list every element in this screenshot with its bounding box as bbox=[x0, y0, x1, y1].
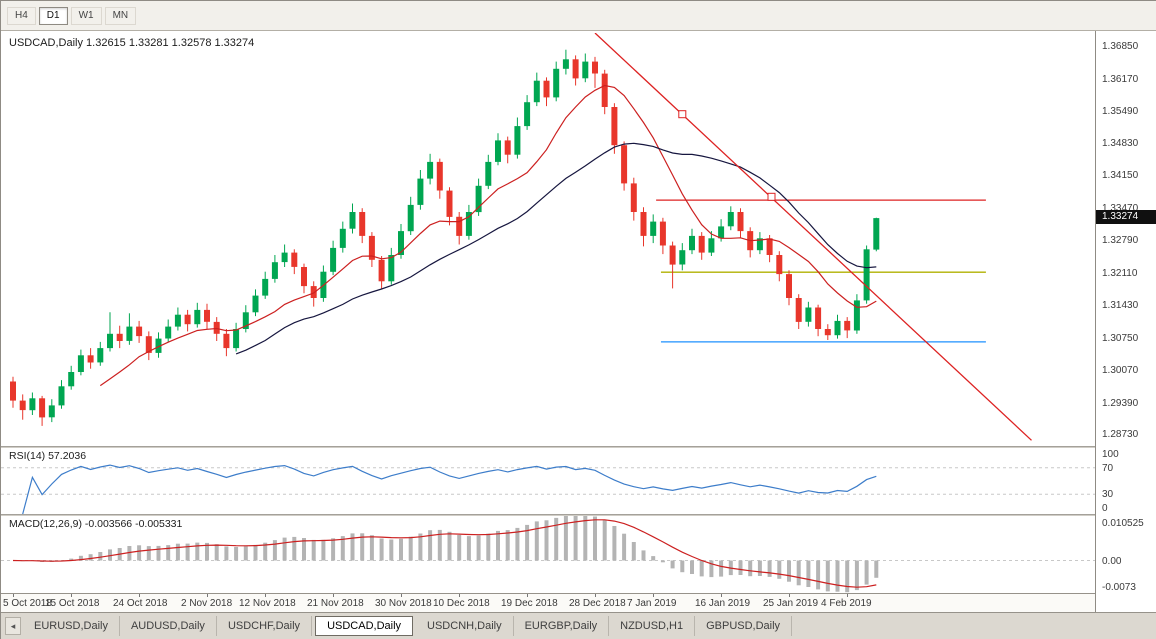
date-axis-label: 2 Nov 2018 bbox=[181, 598, 233, 609]
rsi-axis-label: 0 bbox=[1102, 503, 1108, 514]
macd-axis-label: -0.0073 bbox=[1102, 582, 1136, 593]
price-axis-label: 1.32110 bbox=[1102, 268, 1138, 279]
date-axis-label: 5 Oct 2018 bbox=[3, 598, 52, 609]
chart-symbol-label: USDCAD,Daily bbox=[9, 37, 83, 49]
date-tick-mark bbox=[459, 594, 460, 597]
rsi-axis-label: 70 bbox=[1102, 463, 1114, 474]
period-tab-mn[interactable]: MN bbox=[104, 6, 137, 25]
chart-window: USDCAD,Daily 1.32615 1.33281 1.32578 1.3… bbox=[1, 31, 1156, 613]
date-axis-label: 30 Nov 2018 bbox=[375, 598, 432, 609]
candles-layer[interactable] bbox=[10, 49, 880, 426]
pane-splitter[interactable] bbox=[1, 446, 1156, 448]
price-axis-label: 1.30070 bbox=[1102, 365, 1139, 376]
date-tick-mark bbox=[847, 594, 848, 597]
symbol-tab-gbpusd-daily[interactable]: GBPUSD,Daily bbox=[695, 616, 793, 636]
date-axis[interactable]: 5 Oct 2018 15 Oct 2018 24 Oct 2018 2 Nov 20… bbox=[1, 593, 1095, 613]
date-axis-label: 7 Jan 2019 bbox=[627, 598, 677, 609]
pane-splitter[interactable] bbox=[1, 514, 1156, 516]
rsi-axis-label: 100 bbox=[1102, 449, 1119, 460]
price-axis[interactable]: 1.33274 1.36850 1.36170 1.35490 1.34830 1.34… bbox=[1095, 31, 1156, 613]
date-tick-mark bbox=[13, 594, 14, 597]
chart-title: USDCAD,Daily 1.32615 1.33281 1.32578 1.3… bbox=[9, 37, 254, 49]
date-axis-label: 24 Oct 2018 bbox=[113, 598, 168, 609]
date-axis-label: 28 Dec 2018 bbox=[569, 598, 626, 609]
price-axis-label: 1.34150 bbox=[1102, 170, 1139, 181]
period-tab-d1[interactable]: D1 bbox=[38, 6, 68, 25]
symbol-tab-usdcad-daily[interactable]: USDCAD,Daily bbox=[315, 616, 414, 636]
symbol-tab-eurusd-daily[interactable]: EURUSD,Daily bbox=[23, 616, 120, 636]
date-axis-label: 25 Jan 2019 bbox=[763, 598, 819, 609]
macd-axis-label: 0.00 bbox=[1102, 556, 1122, 567]
rsi-line bbox=[22, 464, 877, 514]
price-axis-label: 1.31430 bbox=[1102, 300, 1139, 311]
price-axis-label: 1.32790 bbox=[1102, 235, 1139, 246]
date-tick-mark bbox=[653, 594, 654, 597]
date-axis-label: 21 Nov 2018 bbox=[307, 598, 364, 609]
date-axis-label: 12 Nov 2018 bbox=[239, 598, 296, 609]
date-axis-label: 19 Dec 2018 bbox=[501, 598, 558, 609]
date-tick-mark bbox=[333, 594, 334, 597]
ma-slow-line bbox=[235, 142, 877, 355]
period-tab-w1[interactable]: W1 bbox=[70, 6, 102, 25]
chart-ohlc-label: 1.32615 1.33281 1.32578 1.33274 bbox=[86, 37, 255, 49]
symbol-tab-nzdusd-h1[interactable]: NZDUSD,H1 bbox=[609, 616, 696, 636]
price-axis-label: 1.35490 bbox=[1102, 106, 1139, 117]
tab-scroll-left-button[interactable]: ◂ bbox=[5, 617, 21, 635]
date-axis-label: 4 Feb 2019 bbox=[821, 598, 872, 609]
date-tick-mark bbox=[401, 594, 402, 597]
macd-signal-line bbox=[12, 519, 877, 588]
trendline-handle[interactable] bbox=[767, 192, 776, 201]
macd-canvas[interactable] bbox=[1, 516, 1095, 593]
symbol-tab-audusd-daily[interactable]: AUDUSD,Daily bbox=[120, 616, 217, 636]
date-axis-label: 15 Oct 2018 bbox=[45, 598, 100, 609]
symbol-tab-usdcnh-daily[interactable]: USDCNH,Daily bbox=[416, 616, 514, 636]
macd-indicator-label: MACD(12,26,9) -0.003566 -0.005331 bbox=[9, 518, 183, 530]
date-tick-mark bbox=[71, 594, 72, 597]
price-axis-label: 1.30750 bbox=[1102, 333, 1139, 344]
trendline-handle[interactable] bbox=[678, 110, 687, 119]
price-axis-label: 1.33470 bbox=[1102, 203, 1139, 214]
symbol-tab-usdchf-daily[interactable]: USDCHF,Daily bbox=[217, 616, 313, 636]
rsi-canvas[interactable] bbox=[1, 448, 1095, 514]
main-chart-canvas[interactable] bbox=[1, 33, 1095, 446]
price-axis-label: 1.36850 bbox=[1102, 41, 1139, 52]
macd-axis-label: 0.010525 bbox=[1102, 518, 1144, 529]
price-axis-label: 1.36170 bbox=[1102, 74, 1139, 85]
symbol-tab-eurgbp-daily[interactable]: EURGBP,Daily bbox=[514, 616, 610, 636]
current-price-badge: 1.33274 bbox=[1096, 210, 1156, 224]
date-tick-mark bbox=[595, 594, 596, 597]
price-axis-label: 1.29390 bbox=[1102, 398, 1139, 409]
date-tick-mark bbox=[527, 594, 528, 597]
period-tab-h4[interactable]: H4 bbox=[7, 6, 36, 25]
date-axis-label: 10 Dec 2018 bbox=[433, 598, 490, 609]
rsi-indicator-label: RSI(14) 57.2036 bbox=[9, 450, 87, 462]
date-tick-mark bbox=[265, 594, 266, 597]
rsi-axis-label: 30 bbox=[1102, 489, 1114, 500]
date-tick-mark bbox=[789, 594, 790, 597]
date-tick-mark bbox=[721, 594, 722, 597]
date-tick-mark bbox=[139, 594, 140, 597]
date-axis-label: 16 Jan 2019 bbox=[695, 598, 751, 609]
symbol-tabs-bar: ◂ EURUSD,Daily AUDUSD,Daily USDCHF,Daily US… bbox=[1, 612, 1156, 639]
period-toolbar: H4 D1 W1 MN bbox=[1, 1, 1156, 31]
ma-fast-line bbox=[99, 84, 877, 387]
date-tick-mark bbox=[207, 594, 208, 597]
price-axis-label: 1.34830 bbox=[1102, 138, 1139, 149]
price-axis-label: 1.28730 bbox=[1102, 429, 1139, 440]
descending-trendline[interactable] bbox=[594, 33, 1032, 441]
